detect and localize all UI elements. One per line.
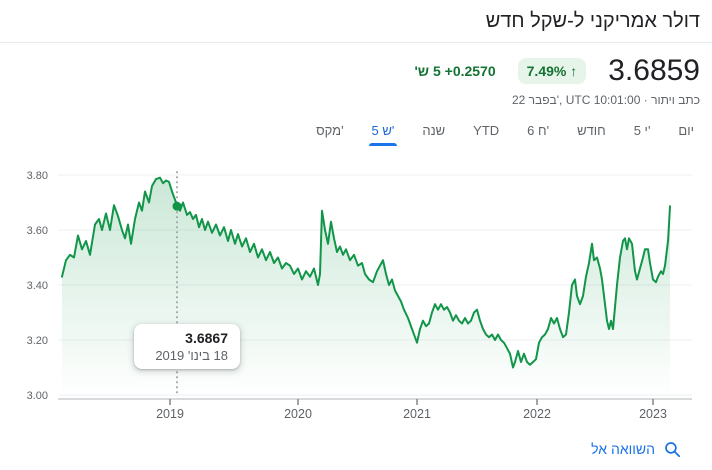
current-price: 3.6859 (608, 54, 700, 87)
y-tick-label: 3.20 (27, 335, 48, 347)
tab-ytd[interactable]: YTD (473, 123, 500, 138)
crosshair-dot (172, 201, 182, 211)
tab-6month[interactable]: 6 ח' (527, 123, 550, 138)
disclaimer-link[interactable]: כתב ויתור (651, 93, 700, 107)
x-tick-label: 2021 (403, 407, 431, 421)
quote-row: 3.6859 7.49% ↑ 0.2570+ 5 ש' (414, 52, 700, 90)
chart-tooltip: 3.6867 18 בינו' 2019 (134, 324, 240, 369)
timestamp-text: 22 בפבר', UTC 10:01:00 · (511, 93, 652, 107)
quote-timestamp: 22 בפבר', UTC 10:01:00 · כתב ויתור (512, 93, 700, 107)
x-tick-label: 2020 (284, 407, 312, 421)
tab-5year[interactable]: 5 ש' (358, 116, 409, 146)
header: דולר אמריקני ל-שקל חדש (0, 0, 712, 43)
tab-day[interactable]: יום (678, 123, 694, 138)
y-tick-label: 3.00 (27, 390, 48, 402)
tab-year[interactable]: שנה (422, 123, 446, 138)
search-icon (665, 441, 681, 457)
tab-bar: יום 5 י' חודש 6 ח' YTD שנה 5 ש' מקס' (302, 116, 708, 146)
compare-button[interactable]: השוואה אל (585, 438, 688, 460)
tab-5day[interactable]: 5 י' (633, 123, 651, 138)
price-chart[interactable]: 3.80 3.60 3.40 3.20 3.00 2019 2020 2021 2022 2023 (0, 160, 712, 426)
change-amount: 0.2570+ 5 ש' (414, 63, 496, 79)
x-tick-label: 2023 (639, 407, 667, 421)
x-tick-label: 2022 (523, 407, 551, 421)
y-tick-label: 3.80 (27, 170, 48, 182)
tab-max[interactable]: מקס' (316, 123, 344, 138)
y-tick-label: 3.60 (27, 225, 48, 237)
tab-month[interactable]: חודש (577, 123, 606, 138)
compare-label: השוואה אל (591, 441, 655, 457)
tooltip-date: 18 בינו' 2019 (155, 348, 228, 363)
change-percent-badge: 7.49% ↑ (517, 58, 587, 84)
x-tick-label: 2019 (156, 407, 184, 421)
y-tick-label: 3.40 (27, 280, 48, 292)
page-title: דולר אמריקני ל-שקל חדש (485, 9, 700, 32)
tooltip-value: 3.6867 (185, 330, 228, 346)
